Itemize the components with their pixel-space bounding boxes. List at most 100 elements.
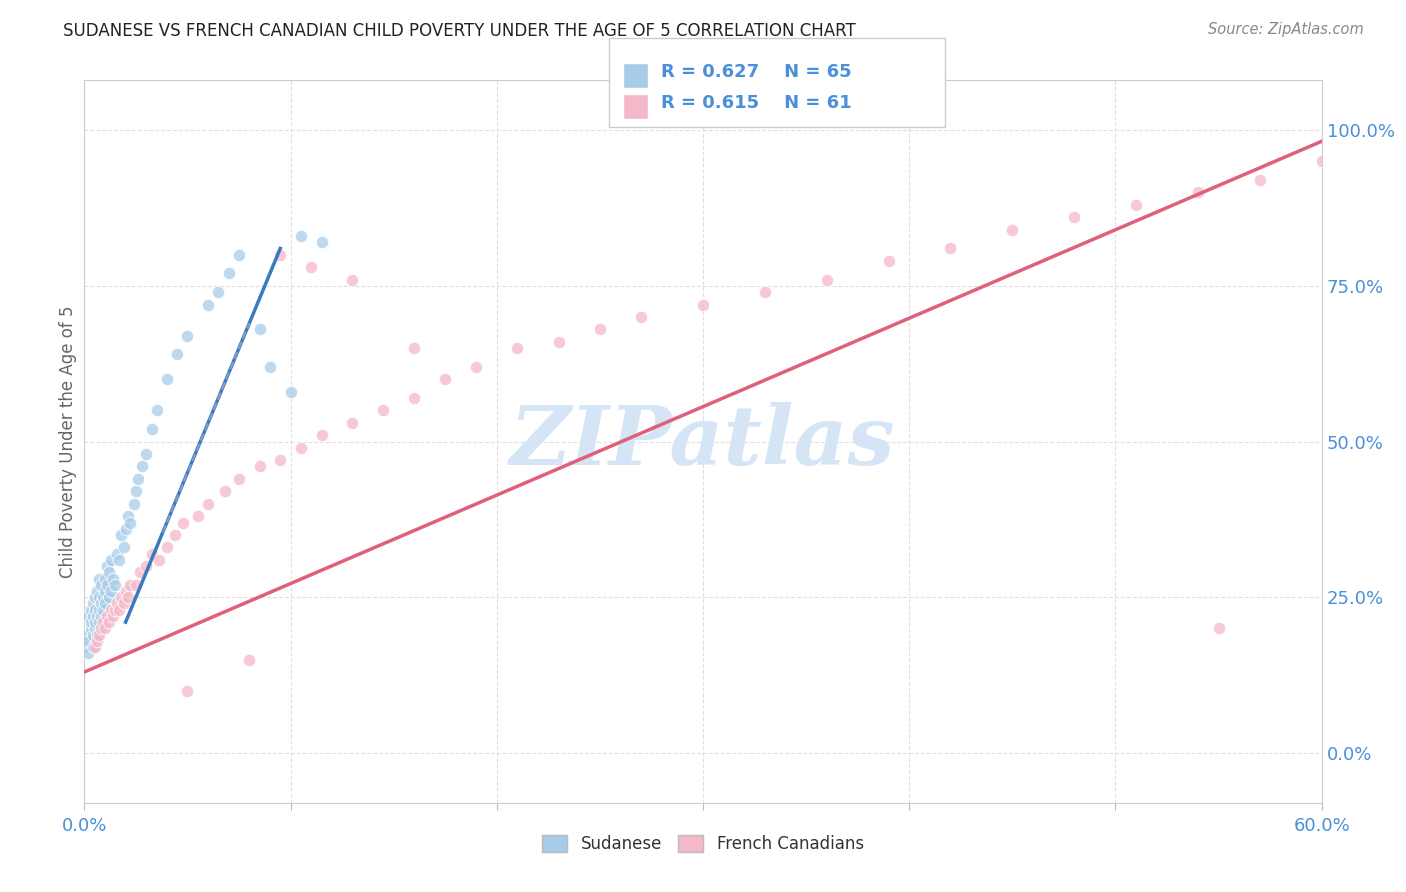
- Point: [117, 591, 139, 605]
- Point: [290, 229, 312, 244]
- Point: [87, 572, 110, 586]
- Point: [404, 341, 426, 355]
- Point: [280, 384, 302, 399]
- Point: [82, 597, 104, 611]
- Point: [465, 359, 488, 374]
- Point: [87, 591, 110, 605]
- Text: ZIPatlas: ZIPatlas: [510, 401, 896, 482]
- Point: [83, 615, 105, 630]
- Point: [127, 472, 149, 486]
- Point: [118, 578, 141, 592]
- Point: [165, 528, 187, 542]
- Point: [1063, 211, 1085, 225]
- Point: [249, 322, 271, 336]
- Point: [86, 627, 108, 641]
- Y-axis label: Child Poverty Under the Age of 5: Child Poverty Under the Age of 5: [59, 305, 77, 578]
- Point: [103, 609, 125, 624]
- Point: [104, 603, 127, 617]
- Point: [373, 403, 395, 417]
- Point: [1125, 198, 1147, 212]
- Point: [589, 322, 612, 336]
- Point: [91, 603, 114, 617]
- Point: [197, 297, 219, 311]
- Point: [122, 497, 145, 511]
- Point: [547, 334, 569, 349]
- Point: [87, 615, 110, 630]
- Point: [83, 640, 105, 654]
- Point: [94, 621, 117, 635]
- Point: [75, 627, 97, 641]
- Point: [83, 621, 105, 635]
- Point: [259, 359, 281, 374]
- Point: [166, 347, 188, 361]
- Point: [148, 553, 170, 567]
- Point: [342, 272, 364, 286]
- Point: [249, 459, 271, 474]
- Point: [98, 615, 121, 630]
- Point: [172, 516, 194, 530]
- Text: SUDANESE VS FRENCH CANADIAN CHILD POVERTY UNDER THE AGE OF 5 CORRELATION CHART: SUDANESE VS FRENCH CANADIAN CHILD POVERT…: [63, 22, 856, 40]
- Point: [311, 428, 333, 442]
- Point: [754, 285, 776, 299]
- Point: [214, 484, 236, 499]
- Point: [1001, 223, 1024, 237]
- Point: [96, 578, 118, 592]
- Point: [238, 652, 260, 666]
- Point: [87, 603, 110, 617]
- Point: [82, 609, 104, 624]
- Point: [692, 297, 714, 311]
- Point: [110, 591, 132, 605]
- Point: [434, 372, 457, 386]
- Point: [82, 640, 104, 654]
- Point: [176, 683, 198, 698]
- Point: [815, 272, 838, 286]
- Point: [299, 260, 322, 274]
- Point: [86, 633, 108, 648]
- Point: [404, 391, 426, 405]
- Point: [90, 578, 112, 592]
- Point: [1249, 173, 1271, 187]
- Point: [98, 566, 121, 580]
- Point: [87, 627, 110, 641]
- Point: [1187, 186, 1209, 200]
- Point: [77, 609, 100, 624]
- Point: [118, 516, 141, 530]
- Point: [100, 603, 122, 617]
- Point: [114, 584, 136, 599]
- Legend: Sudanese, French Canadians: Sudanese, French Canadians: [536, 828, 870, 860]
- Point: [506, 341, 529, 355]
- Point: [269, 453, 291, 467]
- Point: [135, 447, 157, 461]
- Point: [83, 591, 105, 605]
- Point: [176, 328, 198, 343]
- Point: [197, 497, 219, 511]
- Point: [90, 597, 112, 611]
- Point: [104, 578, 127, 592]
- Point: [112, 597, 135, 611]
- Point: [218, 266, 240, 280]
- Point: [1310, 154, 1333, 169]
- Point: [100, 553, 122, 567]
- Point: [877, 253, 900, 268]
- Point: [141, 547, 163, 561]
- Point: [228, 248, 250, 262]
- Point: [91, 615, 114, 630]
- Point: [311, 235, 333, 250]
- Point: [96, 609, 118, 624]
- Point: [94, 572, 117, 586]
- Point: [145, 403, 167, 417]
- Point: [108, 603, 131, 617]
- Point: [112, 541, 135, 555]
- Point: [82, 627, 104, 641]
- Point: [117, 509, 139, 524]
- Point: [103, 572, 125, 586]
- Point: [75, 640, 97, 654]
- Point: [98, 591, 121, 605]
- Point: [228, 472, 250, 486]
- Point: [105, 597, 128, 611]
- Point: [1208, 621, 1230, 635]
- Point: [79, 621, 101, 635]
- Point: [100, 584, 122, 599]
- Point: [131, 459, 153, 474]
- Point: [290, 441, 312, 455]
